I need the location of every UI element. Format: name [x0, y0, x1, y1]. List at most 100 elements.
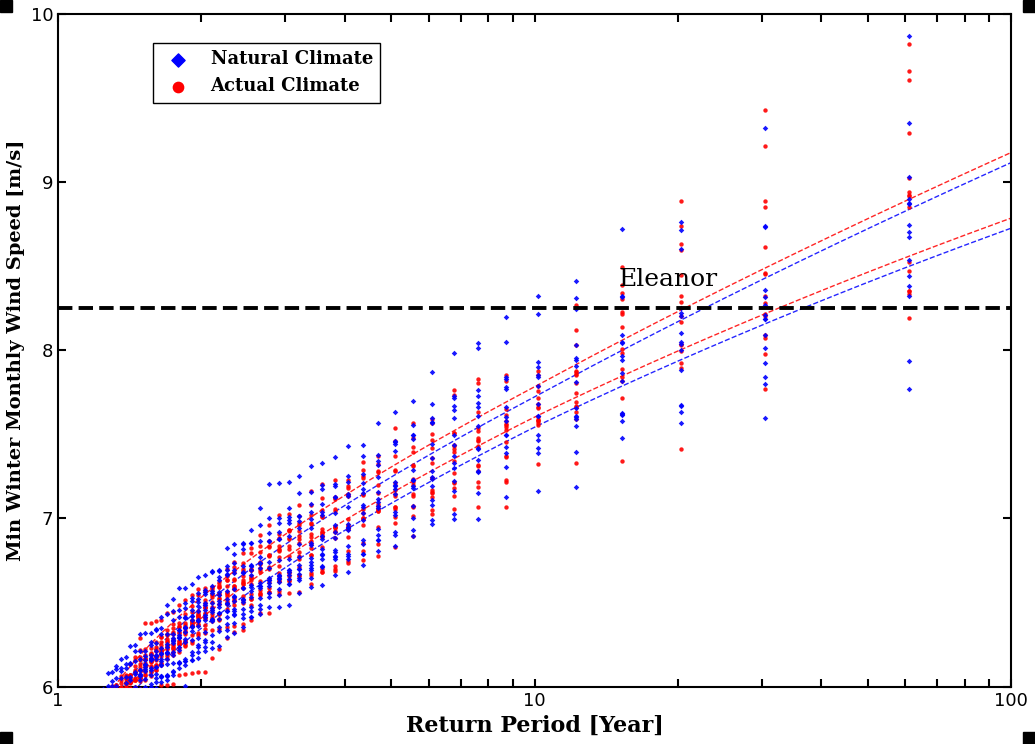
Point	[131, 664, 148, 676]
Point	[341, 523, 357, 535]
Point	[470, 461, 486, 472]
Point	[127, 689, 144, 701]
Point	[530, 410, 546, 422]
Point	[99, 705, 116, 716]
Point	[315, 528, 331, 540]
Point	[177, 638, 194, 650]
Point	[354, 490, 371, 501]
Point	[498, 370, 514, 382]
Point	[252, 582, 268, 594]
Point	[291, 574, 307, 586]
Point	[122, 714, 139, 726]
Point	[137, 653, 153, 665]
Point	[153, 642, 170, 654]
Point	[142, 661, 158, 673]
Point	[142, 638, 158, 650]
Point	[369, 466, 386, 478]
Point	[108, 686, 124, 698]
Point	[270, 571, 287, 583]
Point	[148, 684, 165, 696]
Point	[142, 635, 158, 647]
Point	[137, 674, 153, 686]
Point	[177, 609, 194, 620]
Point	[354, 536, 371, 548]
Point	[183, 615, 200, 626]
Point	[280, 574, 297, 586]
Point	[87, 728, 104, 740]
Point	[302, 539, 319, 551]
Point	[117, 677, 134, 689]
Point	[243, 593, 260, 605]
Point	[183, 655, 200, 667]
Point	[148, 676, 165, 688]
Point	[95, 693, 112, 705]
Point	[137, 669, 153, 681]
Point	[127, 667, 144, 679]
Point	[405, 446, 421, 458]
Point	[405, 476, 421, 488]
Point	[211, 588, 228, 600]
Point	[204, 581, 220, 593]
Point	[158, 628, 175, 640]
Point	[148, 637, 165, 649]
Point	[211, 623, 228, 635]
Point	[386, 490, 403, 501]
Point	[211, 598, 228, 610]
Point	[165, 635, 181, 647]
Point	[127, 660, 144, 672]
Point	[127, 694, 144, 706]
Point	[197, 666, 213, 678]
Point	[302, 509, 319, 521]
Point	[424, 498, 441, 510]
Point	[291, 522, 307, 534]
Point	[530, 380, 546, 392]
Point	[204, 597, 220, 609]
Point	[757, 195, 773, 207]
Legend: Natural Climate, Actual Climate: Natural Climate, Actual Climate	[153, 43, 380, 103]
Point	[498, 429, 514, 441]
Point	[354, 548, 371, 560]
Point	[327, 507, 344, 519]
X-axis label: Return Period [Year]: Return Period [Year]	[406, 715, 663, 737]
Point	[99, 714, 116, 726]
Point	[87, 728, 104, 740]
Point	[498, 451, 514, 463]
Point	[673, 338, 689, 350]
Point	[95, 719, 112, 731]
Point	[117, 692, 134, 704]
Point	[99, 686, 116, 698]
Point	[354, 438, 371, 450]
Point	[673, 243, 689, 255]
Point	[153, 657, 170, 669]
Point	[153, 702, 170, 714]
Point	[405, 488, 421, 500]
Point	[252, 539, 268, 551]
Point	[153, 614, 170, 626]
Point	[614, 414, 630, 426]
Point	[405, 464, 421, 475]
Point	[341, 521, 357, 533]
Point	[530, 411, 546, 423]
Point	[91, 699, 108, 711]
Point	[280, 525, 297, 537]
Point	[137, 643, 153, 655]
Point	[189, 641, 206, 653]
Point	[280, 566, 297, 578]
Point	[122, 738, 139, 744]
Point	[158, 653, 175, 665]
Point	[673, 357, 689, 369]
Point	[757, 267, 773, 279]
Point	[252, 607, 268, 619]
Point	[171, 631, 187, 643]
Point	[153, 670, 170, 682]
Point	[177, 625, 194, 637]
Point	[83, 720, 99, 732]
Point	[291, 551, 307, 563]
Point	[91, 725, 108, 737]
Point	[900, 189, 917, 201]
Point	[252, 562, 268, 574]
Point	[137, 644, 153, 656]
Point	[757, 342, 773, 354]
Point	[79, 722, 95, 734]
Point	[354, 507, 371, 519]
